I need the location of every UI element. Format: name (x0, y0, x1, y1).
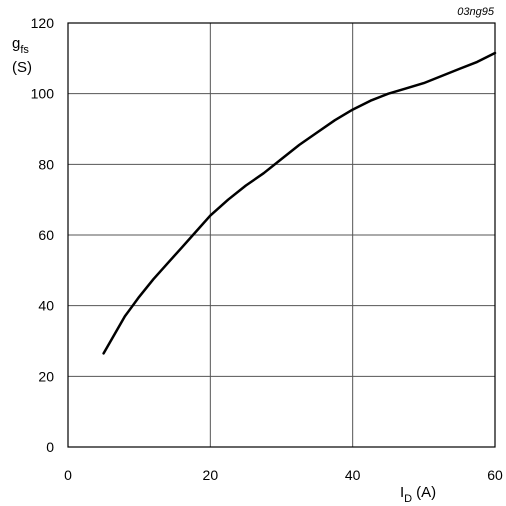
y-tick-labels: 0 20 40 60 80 100 120 (31, 15, 55, 455)
x-tick-label: 0 (64, 467, 72, 483)
x-tick-label: 20 (203, 467, 219, 483)
y-tick-label: 100 (31, 86, 55, 102)
y-axis-unit: (S) (12, 59, 32, 76)
chart-code: 03ng95 (457, 6, 495, 18)
x-tick-labels: 0 20 40 60 (64, 467, 503, 483)
y-tick-label: 40 (38, 298, 54, 314)
y-tick-label: 20 (38, 368, 54, 384)
grid (67, 22, 496, 448)
x-label-sub: D (404, 493, 412, 505)
x-label-main: I (400, 484, 404, 501)
x-label-unit: (A) (416, 484, 436, 501)
x-tick-label: 60 (487, 467, 503, 483)
y-label-main: g (12, 35, 20, 52)
plot-frame (67, 22, 496, 448)
x-axis-label: ID (A) (400, 484, 436, 505)
y-tick-label: 80 (38, 156, 54, 172)
y-label-sub: fs (20, 44, 29, 56)
y-tick-label: 0 (46, 439, 54, 455)
y-axis-label: gfs (12, 35, 29, 56)
y-tick-label: 120 (31, 15, 55, 31)
series-line (102, 51, 497, 355)
x-tick-label: 40 (345, 467, 361, 483)
y-tick-label: 60 (38, 227, 54, 243)
